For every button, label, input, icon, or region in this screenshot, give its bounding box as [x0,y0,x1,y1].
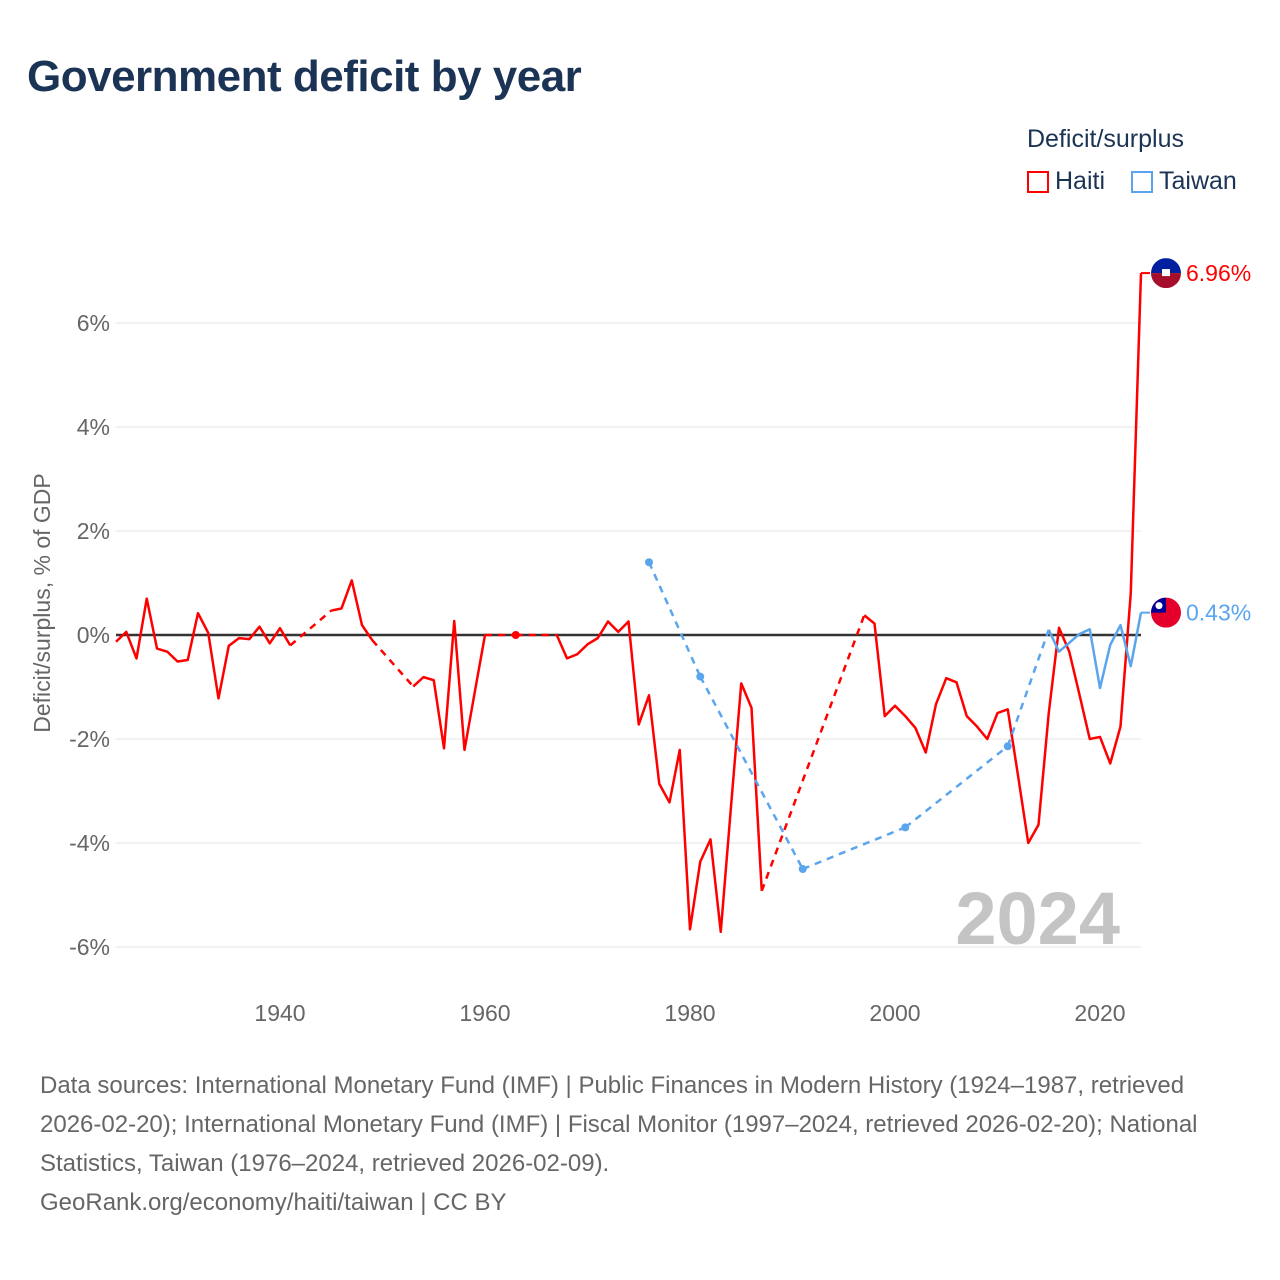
haiti-line-segment [555,620,763,934]
y-axis-label: Deficit/surplus, % of GDP [29,473,55,732]
legend-label-taiwan: Taiwan [1159,167,1237,195]
y-tick-label: 6% [77,310,110,336]
page-title: Government deficit by year [27,52,582,101]
legend-label-haiti: Haiti [1055,167,1106,195]
haiti-flag-icon [1151,258,1181,289]
data-sources: Data sources: International Monetary Fun… [40,1072,1198,1177]
haiti-line-segment [412,619,487,752]
taiwan-gap-segment [904,745,1009,829]
haiti-end-label: 6.96% [1186,260,1251,286]
x-tick-label: 1960 [459,1000,510,1026]
legend-swatch-taiwan [1131,170,1153,193]
y-tick-label: 0% [77,622,110,648]
taiwan-gap-segment [1006,629,1050,747]
taiwan-flag-icon [1151,597,1181,628]
taiwan-gap-segment [802,826,906,871]
line-chart: 2024 -6% -4% -2% 0% 2% 4% 6% 1940 1960 1980 2000 20… [29,258,1251,1026]
haiti-line-segment [863,273,1143,845]
x-tick-label: 2020 [1074,1000,1125,1026]
y-tick-label: 2% [77,518,110,544]
taiwan-end-label: 0.43% [1186,600,1251,626]
flag-bottom [1151,273,1181,289]
taiwan-gap-segment [647,561,702,678]
year-watermark: 2024 [955,877,1120,960]
flag-top [1151,258,1181,274]
legend-item-taiwan[interactable]: Taiwan [1131,167,1237,196]
x-tick-label: 1940 [254,1000,305,1026]
credit-link[interactable]: GeoRank.org/economy/haiti/taiwan | CC BY [40,1189,507,1216]
haiti-line-segment [115,597,292,700]
haiti-gap-segment [371,639,415,688]
flag-emblem [1162,269,1170,277]
y-tick-label: -4% [69,830,110,856]
legend-item-haiti[interactable]: Haiti [1027,167,1105,196]
haiti-gap-segment [289,609,333,647]
y-tick-label: -2% [69,726,110,752]
x-tick-label: 2000 [869,1000,920,1026]
y-tick-label: 4% [77,414,110,440]
y-tick-label: -6% [69,934,110,960]
x-tick-label: 1980 [664,1000,715,1026]
legend-title: Deficit/surplus [1027,125,1184,153]
taiwan-gap-segment [699,676,804,870]
haiti-line-segment [331,579,374,641]
taiwan-line-segment [1047,612,1143,690]
flag-sun [1155,602,1163,610]
legend-swatch-haiti [1027,170,1049,193]
footer: Data sources: International Monetary Fun… [40,1066,1240,1222]
haiti-gap-segment [760,614,866,892]
